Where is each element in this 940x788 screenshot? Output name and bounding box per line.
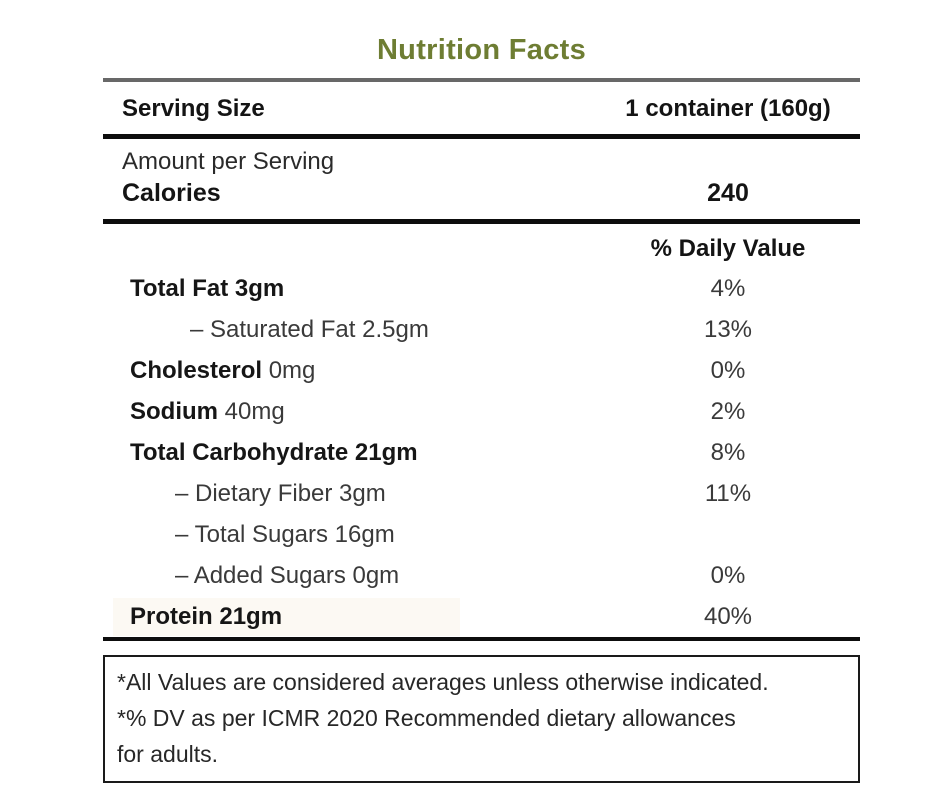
nutrient-name-regular: 0mg: [262, 356, 316, 384]
footnote-line: *% DV as per ICMR 2020 Recommended dieta…: [117, 705, 736, 731]
footnote-line: for adults.: [117, 741, 218, 767]
nutrient-table: Total Fat 3gm 4% – Saturated Fat 2.5gm 1…: [103, 268, 860, 637]
nutrient-name-regular: Added Sugars 0gm: [193, 561, 400, 589]
nutrient-name-bold: Total Fat 3gm: [130, 274, 285, 302]
nutrition-label: Nutrition Facts Serving Size 1 container…: [103, 24, 860, 783]
nutrient-daily-value: 0%: [710, 356, 746, 384]
daily-value-header-row: % Daily Value: [103, 224, 860, 268]
dash-prefix: –: [190, 315, 211, 343]
calories-value: 240: [707, 179, 749, 207]
nutrient-row: Total Fat 3gm 4%: [103, 268, 860, 309]
nutrient-daily-value: 11%: [704, 479, 752, 507]
nutrient-daily-value: 13%: [703, 315, 753, 343]
calories-divider: [103, 219, 860, 224]
nutrient-name-bold: Sodium: [130, 397, 218, 425]
nutrient-name-regular: 40mg: [218, 397, 285, 425]
footnote-box: *All Values are considered averages unle…: [103, 655, 860, 783]
nutrient-row: – Added Sugars 0gm 0%: [103, 555, 860, 596]
amount-per-serving-label: Amount per Serving: [122, 148, 335, 175]
footnote-line: *All Values are considered averages unle…: [117, 669, 769, 695]
nutrient-row: – Total Sugars 16gm: [103, 514, 860, 555]
nutrient-name-regular: Dietary Fiber 3gm: [195, 479, 386, 507]
title-divider: [103, 78, 860, 82]
nutrient-name-regular: Saturated Fat 2.5gm: [210, 315, 429, 343]
nutrient-row: – Saturated Fat 2.5gm 13%: [103, 309, 860, 350]
nutrient-row: Total Carbohydrate 21gm 8%: [103, 432, 860, 473]
nutrient-daily-value: 40%: [703, 602, 753, 630]
serving-size-label: Serving Size: [122, 95, 265, 122]
nutrient-row: Protein 21gm 40%: [103, 596, 860, 637]
nutrient-name-regular: Total Sugars 16gm: [194, 520, 395, 548]
serving-divider: [103, 134, 860, 139]
dash-prefix: –: [175, 479, 196, 507]
nutrient-name-bold: Protein 21gm: [130, 602, 283, 630]
nutrient-daily-value: 8%: [710, 438, 746, 466]
calories-row: Calories 240: [103, 176, 860, 219]
nutrient-daily-value: 4%: [710, 274, 746, 302]
nutrient-name-bold: Cholesterol: [130, 356, 263, 384]
nutrient-row: – Dietary Fiber 3gm 11%: [103, 473, 860, 514]
table-end-divider: [103, 637, 860, 641]
serving-size-row: Serving Size 1 container (160g): [103, 82, 860, 134]
dash-prefix: –: [175, 520, 195, 548]
page-title: Nutrition Facts: [376, 34, 587, 66]
nutrient-row: Sodium 40mg 2%: [103, 391, 860, 432]
serving-size-value: 1 container (160g): [625, 95, 831, 122]
daily-value-header: % Daily Value: [650, 235, 806, 262]
nutrient-row: Cholesterol 0mg 0%: [103, 350, 860, 391]
dash-prefix: –: [175, 561, 194, 589]
nutrient-daily-value: 0%: [710, 561, 746, 589]
nutrient-name-bold: Total Carbohydrate 21gm: [130, 438, 418, 466]
nutrient-daily-value: 2%: [710, 397, 746, 425]
calories-label: Calories: [122, 179, 221, 207]
